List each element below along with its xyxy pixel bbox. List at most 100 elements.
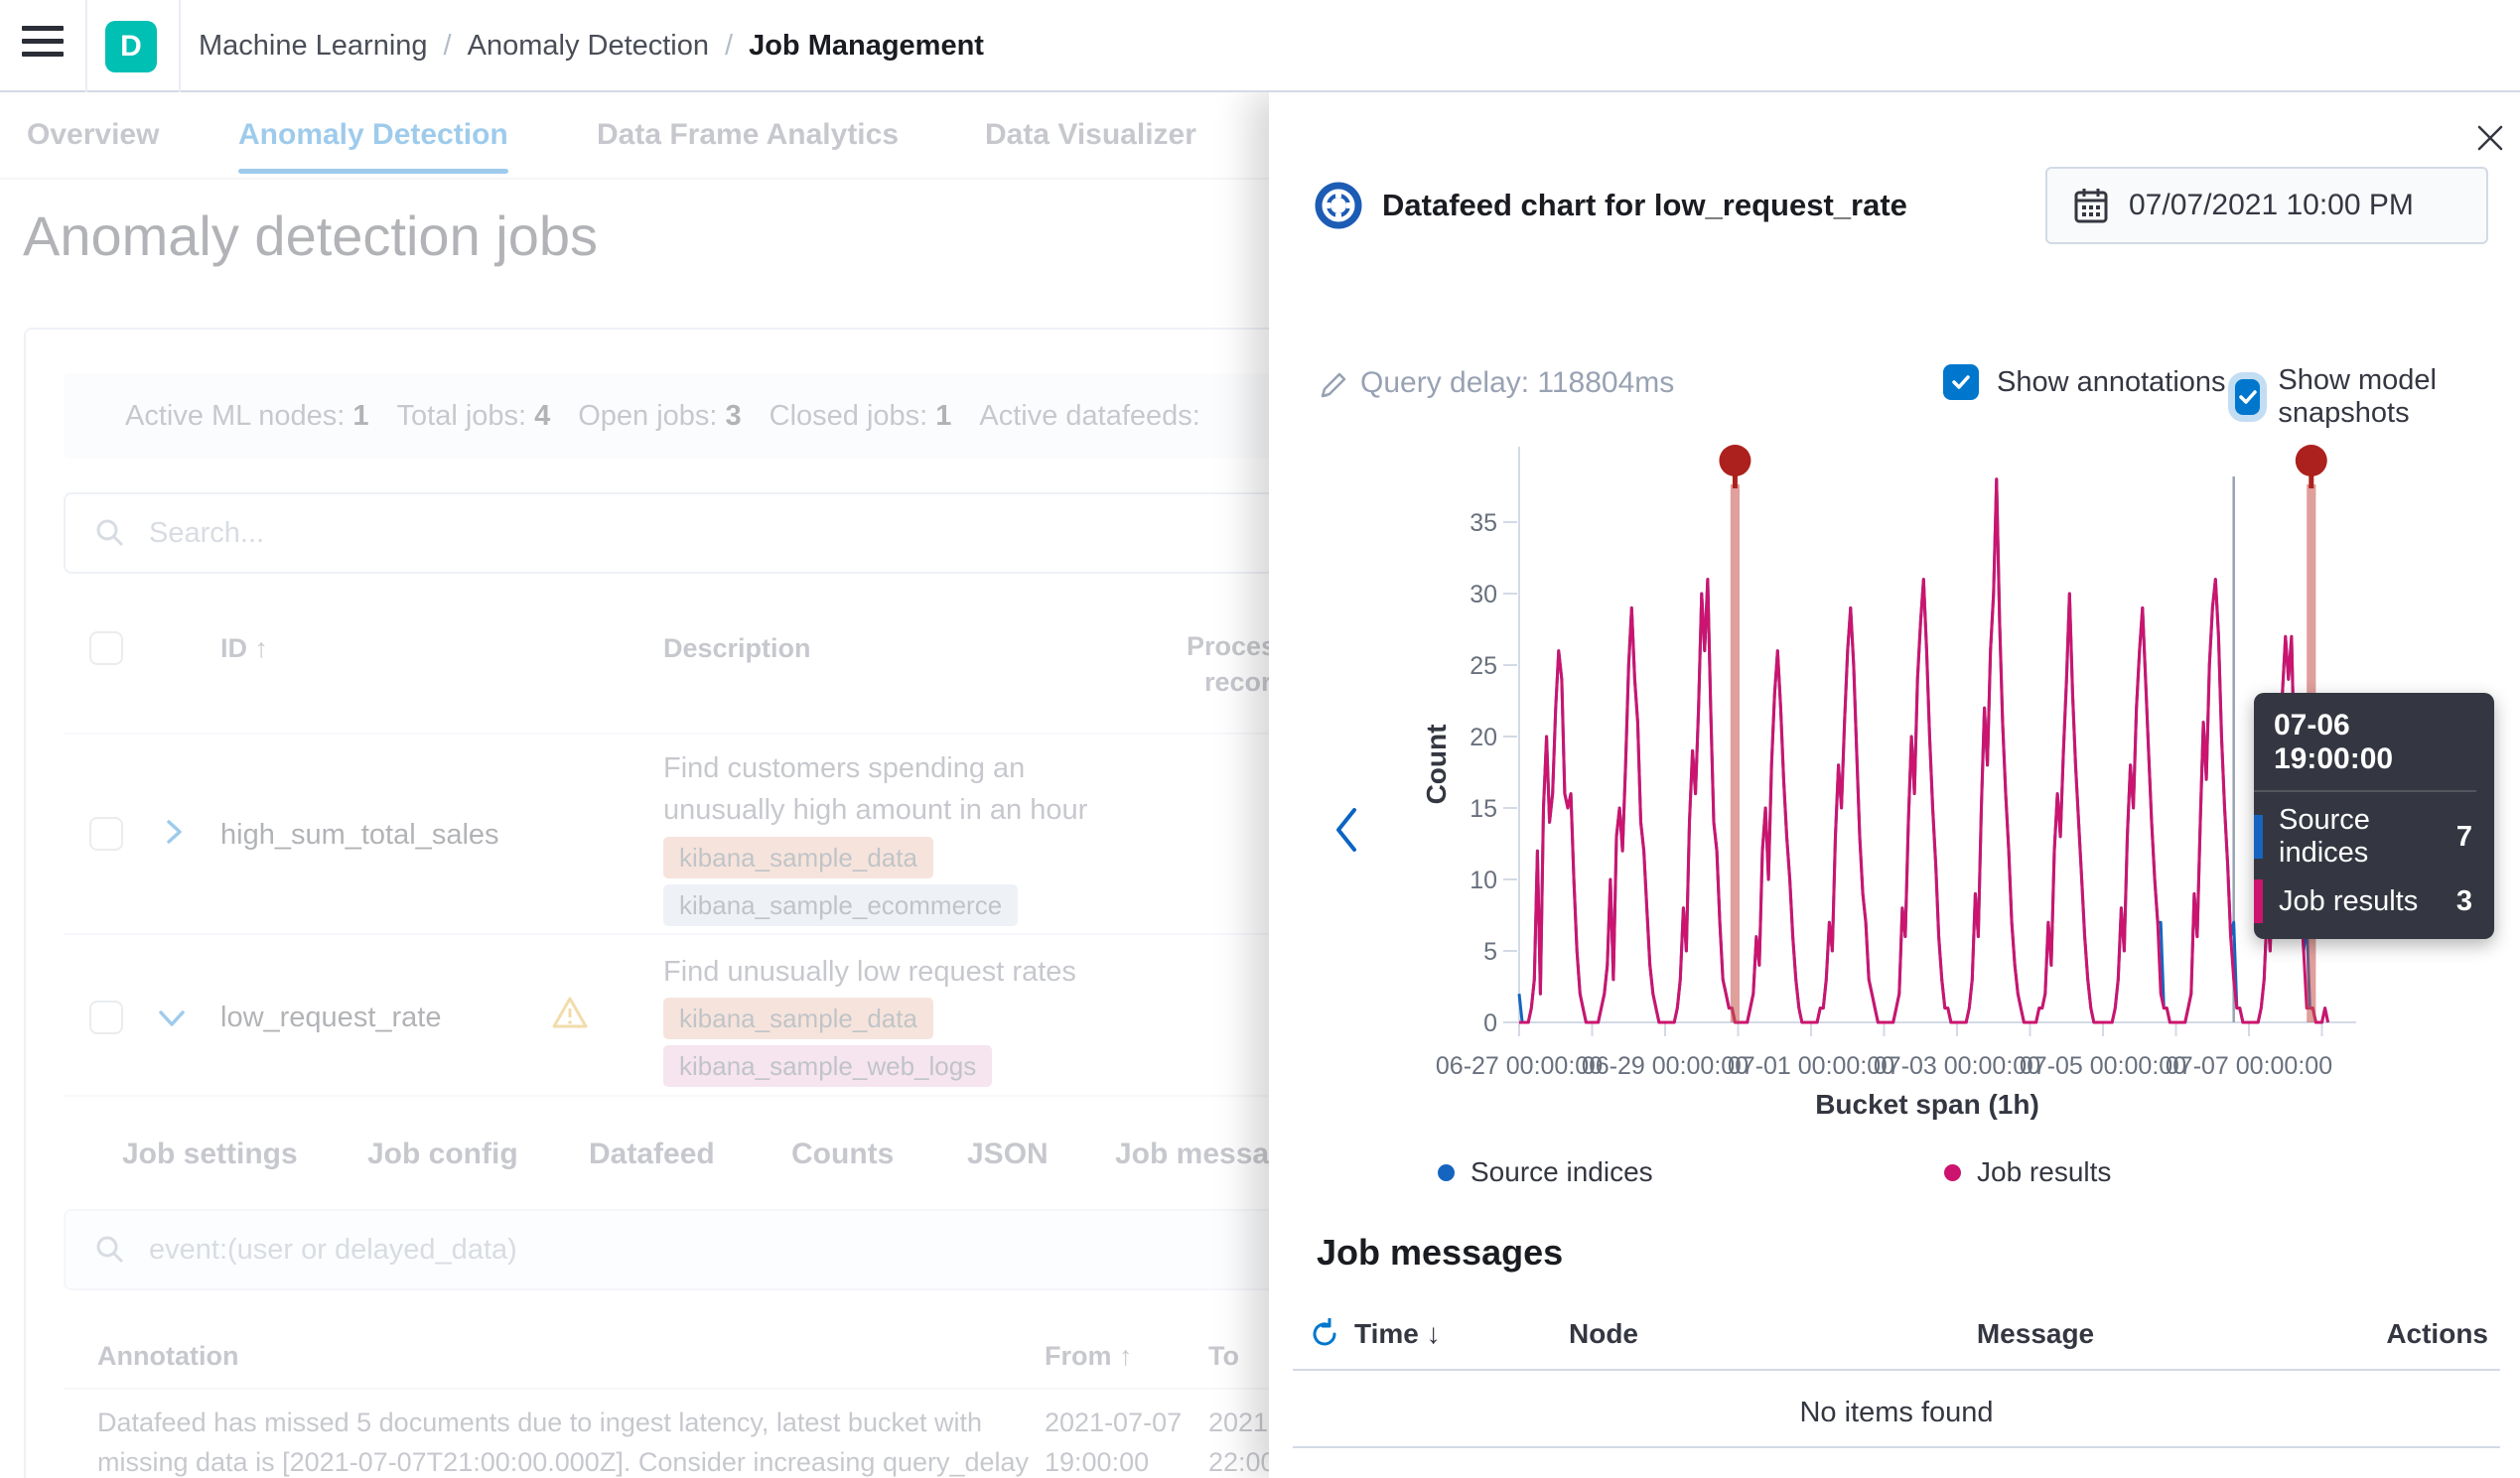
svg-text:25: 25 bbox=[1470, 652, 1497, 680]
column-header-message[interactable]: Message bbox=[1976, 1318, 2095, 1349]
jobs-search-input[interactable]: Search... bbox=[64, 492, 1269, 574]
show-model-snapshots-label: Show model snapshots bbox=[2278, 364, 2437, 429]
select-all-checkbox[interactable] bbox=[89, 631, 123, 665]
row-checkbox[interactable] bbox=[89, 817, 123, 851]
series-color-bar bbox=[2254, 879, 2263, 923]
job-description: Find customers spending an bbox=[663, 752, 1026, 784]
table-divider bbox=[1293, 1446, 2500, 1448]
row-divider bbox=[64, 933, 1269, 935]
datafeed-icon bbox=[1315, 182, 1362, 229]
job-management-page: Overview Anomaly Detection Data Frame An… bbox=[0, 92, 1269, 1478]
index-badge: kibana_sample_data bbox=[663, 837, 933, 878]
app-header: D Machine Learning / Anomaly Detection /… bbox=[0, 0, 2520, 92]
legend-dot bbox=[1438, 1163, 1455, 1181]
legend-source-indices[interactable]: Source indices bbox=[1438, 1156, 1653, 1188]
row-divider bbox=[64, 1095, 1269, 1097]
annotation-from: 2021-07-07 19:00:00 bbox=[1045, 1408, 1183, 1477]
annotation-to: 2021-07-07 22:00:00 bbox=[1208, 1408, 1269, 1477]
svg-text:15: 15 bbox=[1470, 795, 1497, 823]
svg-text:06-27 00:00:00: 06-27 00:00:00 bbox=[1436, 1052, 1603, 1080]
tab-datafeed[interactable]: Datafeed bbox=[589, 1138, 715, 1170]
column-header-node[interactable]: Node bbox=[1569, 1318, 1638, 1349]
space-avatar[interactable]: D bbox=[105, 21, 157, 72]
job-messages-heading: Job messages bbox=[1317, 1232, 1564, 1273]
column-header-time[interactable]: Time ↓ bbox=[1354, 1318, 1441, 1349]
flyout-title: Datafeed chart for low_request_rate bbox=[1382, 188, 1907, 222]
job-id[interactable]: high_sum_total_sales bbox=[220, 819, 499, 851]
datafeed-chart[interactable]: 0 5 10 15 20 25 30 35 06-27 00:00:00 06-29 00:00:… bbox=[1408, 427, 2391, 1132]
header-divider bbox=[179, 0, 181, 92]
stat-open-jobs: Open jobs: 3 bbox=[578, 399, 742, 432]
tab-job-config[interactable]: Job config bbox=[367, 1138, 518, 1170]
stat-closed-jobs: Closed jobs: 1 bbox=[769, 399, 952, 432]
search-icon bbox=[96, 519, 124, 547]
index-badge: kibana_sample_data bbox=[663, 998, 933, 1039]
show-model-snapshots-checkbox[interactable]: Show model snapshots bbox=[2235, 364, 2488, 430]
column-header-processed-records[interactable]: Processed records bbox=[1187, 631, 1269, 697]
stat-active-datafeeds: Active datafeeds: bbox=[979, 399, 1200, 432]
svg-text:10: 10 bbox=[1470, 867, 1497, 894]
edit-pencil-icon[interactable] bbox=[1317, 368, 1350, 402]
close-icon[interactable] bbox=[2472, 120, 2508, 156]
svg-text:20: 20 bbox=[1470, 724, 1497, 751]
chevron-down-icon[interactable] bbox=[154, 1004, 190, 1033]
date-picker[interactable]: 07/07/2021 10:00 PM bbox=[2045, 167, 2488, 244]
column-header-description[interactable]: Description bbox=[663, 633, 811, 663]
table-divider bbox=[64, 1388, 1269, 1390]
show-annotations-checkbox[interactable]: Show annotations bbox=[1943, 364, 2226, 400]
datafeed-chart-flyout: Datafeed chart for low_request_rate 07/0… bbox=[1269, 92, 2520, 1478]
stat-total-jobs: Total jobs: 4 bbox=[396, 399, 551, 432]
chevron-right-icon[interactable] bbox=[157, 815, 191, 849]
svg-text:07-03 00:00:00: 07-03 00:00:00 bbox=[1874, 1052, 2040, 1080]
svg-text:07-01 00:00:00: 07-01 00:00:00 bbox=[1728, 1052, 1894, 1080]
svg-text:30: 30 bbox=[1470, 581, 1497, 608]
column-header-to[interactable]: To bbox=[1208, 1341, 1239, 1371]
row-checkbox[interactable] bbox=[89, 1001, 123, 1034]
breadcrumb-anomaly-detection[interactable]: Anomaly Detection bbox=[467, 30, 710, 62]
show-annotations-label: Show annotations bbox=[1997, 365, 2226, 398]
refresh-icon[interactable] bbox=[1309, 1318, 1340, 1350]
job-id[interactable]: low_request_rate bbox=[220, 1002, 442, 1033]
job-description: unusually high amount in an hour bbox=[663, 794, 1088, 826]
search-icon bbox=[96, 1236, 124, 1264]
tooltip-row-source-indices: Source indices 7 bbox=[2254, 804, 2476, 870]
column-header-from[interactable]: From ↑ bbox=[1045, 1341, 1133, 1371]
tab-overview[interactable]: Overview bbox=[27, 118, 160, 151]
annotation-text: Datafeed has missed 5 documents due to i… bbox=[97, 1408, 1030, 1477]
jobs-stats-bar: Active ML nodes: 1 Total jobs: 4 Open jobs… bbox=[64, 373, 1269, 459]
column-header-id[interactable]: ID ↑ bbox=[220, 633, 269, 663]
tab-json[interactable]: JSON bbox=[967, 1138, 1049, 1170]
index-badge: kibana_sample_ecommerce bbox=[663, 884, 1019, 926]
job-messages-table-header: Time ↓ Node Message Actions bbox=[1309, 1309, 2488, 1359]
breadcrumb-machine-learning[interactable]: Machine Learning bbox=[199, 30, 428, 62]
series-color-bar bbox=[2254, 815, 2263, 859]
legend-job-results[interactable]: Job results bbox=[1944, 1156, 2111, 1188]
checkbox-checked-icon bbox=[1943, 364, 1979, 400]
query-delay-text: Query delay: 118804ms bbox=[1360, 366, 1675, 399]
messages-filter-input[interactable]: event:(user or delayed_data) bbox=[64, 1209, 1269, 1290]
tab-anomaly-detection[interactable]: Anomaly Detection bbox=[238, 92, 508, 178]
messages-filter-value: event:(user or delayed_data) bbox=[149, 1233, 517, 1266]
ml-tabs: Overview Anomaly Detection Data Frame An… bbox=[0, 92, 1269, 180]
previous-interval-chevron-icon[interactable] bbox=[1327, 802, 1366, 858]
tab-data-visualizer[interactable]: Data Visualizer bbox=[985, 118, 1196, 151]
tab-job-messages[interactable]: Job messages bbox=[1115, 1138, 1269, 1170]
date-picker-value: 07/07/2021 10:00 PM bbox=[2129, 189, 2414, 221]
column-header-annotation[interactable]: Annotation bbox=[97, 1341, 239, 1371]
tab-job-settings[interactable]: Job settings bbox=[122, 1138, 298, 1170]
breadcrumb-job-management: Job Management bbox=[749, 30, 984, 62]
svg-text:Count: Count bbox=[1421, 725, 1452, 805]
index-badge: kibana_sample_web_logs bbox=[663, 1045, 993, 1087]
tooltip-timestamp: 07-06 19:00:00 bbox=[2274, 709, 2394, 775]
tab-counts[interactable]: Counts bbox=[791, 1138, 895, 1170]
svg-text:5: 5 bbox=[1483, 938, 1497, 966]
menu-icon[interactable] bbox=[22, 26, 64, 66]
tab-data-frame-analytics[interactable]: Data Frame Analytics bbox=[597, 118, 900, 151]
chart-tooltip: 07-06 19:00:00 Source indices 7 Job resu… bbox=[2254, 693, 2494, 939]
jobs-search-placeholder: Search... bbox=[149, 516, 265, 549]
svg-text:06-29 00:00:00: 06-29 00:00:00 bbox=[1582, 1052, 1749, 1080]
column-header-actions: Actions bbox=[2386, 1318, 2488, 1349]
svg-text:35: 35 bbox=[1470, 509, 1497, 537]
table-divider bbox=[1293, 1369, 2500, 1371]
checkbox-checked-icon bbox=[2235, 379, 2261, 415]
